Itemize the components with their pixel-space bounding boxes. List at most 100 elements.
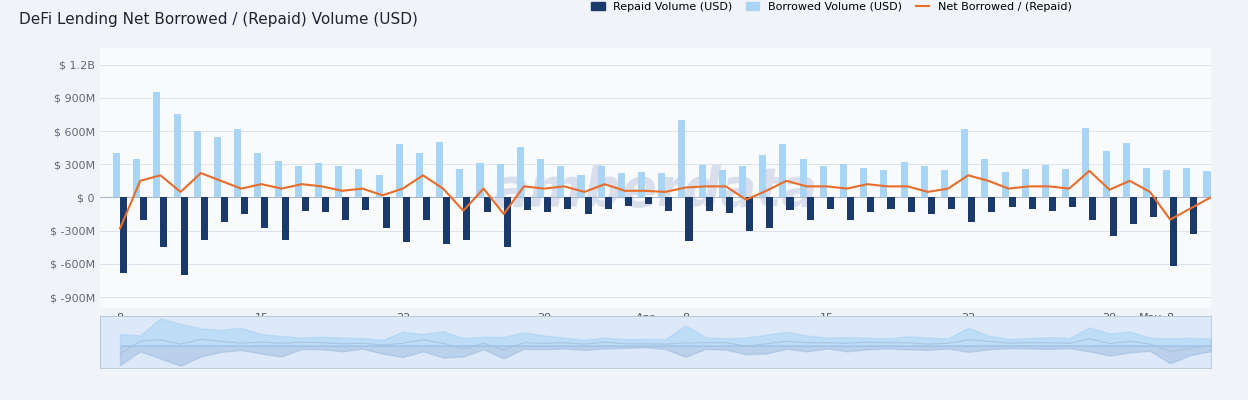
- Text: amberdata: amberdata: [493, 165, 817, 217]
- Bar: [1050, 198, 1056, 211]
- Bar: [1163, 170, 1171, 198]
- Bar: [1149, 198, 1157, 217]
- Bar: [1183, 168, 1191, 198]
- Bar: [1042, 165, 1050, 198]
- Bar: [584, 198, 592, 214]
- Bar: [968, 198, 975, 222]
- Bar: [665, 198, 673, 211]
- Bar: [981, 159, 988, 198]
- Net Borrowed / (Repaid): [1102, 187, 1117, 192]
- Net Borrowed / (Repaid): [1082, 168, 1097, 173]
- Bar: [1090, 198, 1097, 220]
- Bar: [396, 144, 403, 198]
- Bar: [134, 159, 140, 198]
- Bar: [759, 155, 766, 198]
- Bar: [578, 175, 584, 198]
- Net Borrowed / (Repaid): [1203, 195, 1218, 200]
- Bar: [356, 169, 362, 198]
- Bar: [1123, 143, 1129, 198]
- Bar: [213, 136, 221, 198]
- Bar: [1070, 198, 1076, 208]
- Bar: [786, 198, 794, 210]
- Bar: [598, 166, 605, 198]
- Bar: [638, 172, 645, 198]
- Bar: [1008, 198, 1016, 208]
- Bar: [524, 198, 530, 210]
- Bar: [443, 198, 451, 244]
- Bar: [726, 198, 733, 213]
- Bar: [901, 162, 907, 198]
- Bar: [806, 198, 814, 220]
- Bar: [201, 198, 208, 240]
- Bar: [907, 198, 915, 212]
- Bar: [1028, 198, 1036, 208]
- Bar: [403, 198, 409, 242]
- Bar: [921, 166, 927, 198]
- Bar: [558, 166, 564, 198]
- Bar: [436, 142, 443, 198]
- Bar: [477, 163, 483, 198]
- Net Borrowed / (Repaid): [233, 186, 248, 191]
- Line: Net Borrowed / (Repaid): Net Borrowed / (Repaid): [120, 171, 1211, 228]
- Bar: [847, 198, 854, 220]
- Bar: [658, 173, 665, 198]
- Bar: [463, 198, 470, 240]
- Bar: [645, 198, 653, 204]
- Bar: [766, 198, 774, 228]
- Bar: [114, 153, 120, 198]
- Bar: [927, 198, 935, 214]
- Bar: [988, 198, 996, 212]
- Bar: [961, 129, 968, 198]
- Bar: [820, 166, 827, 198]
- Bar: [1102, 151, 1109, 198]
- Bar: [295, 166, 302, 198]
- Bar: [1191, 198, 1197, 234]
- Bar: [618, 173, 625, 198]
- Bar: [140, 198, 147, 220]
- Bar: [416, 153, 423, 198]
- Bar: [1129, 198, 1137, 224]
- Bar: [322, 198, 329, 212]
- Legend: Repaid Volume (USD), Borrowed Volume (USD), Net Borrowed / (Repaid): Repaid Volume (USD), Borrowed Volume (US…: [592, 2, 1072, 12]
- Bar: [1062, 169, 1070, 198]
- Text: DeFi Lending Net Borrowed / (Repaid) Volume (USD): DeFi Lending Net Borrowed / (Repaid) Vol…: [19, 12, 418, 27]
- Bar: [342, 198, 349, 220]
- Bar: [261, 198, 268, 228]
- Bar: [235, 129, 241, 198]
- Bar: [1002, 172, 1008, 198]
- Bar: [221, 198, 228, 222]
- Bar: [544, 198, 552, 212]
- Bar: [1143, 168, 1149, 198]
- Net Borrowed / (Repaid): [517, 184, 532, 189]
- Bar: [887, 198, 895, 208]
- Bar: [336, 166, 342, 198]
- Bar: [780, 144, 786, 198]
- Bar: [161, 198, 167, 247]
- Bar: [1022, 169, 1028, 198]
- Bar: [483, 198, 490, 212]
- Bar: [679, 120, 685, 198]
- Bar: [699, 165, 705, 198]
- Bar: [181, 198, 187, 275]
- Bar: [457, 169, 463, 198]
- Bar: [739, 166, 746, 198]
- Bar: [746, 198, 753, 231]
- Bar: [1171, 198, 1177, 266]
- Net Borrowed / (Repaid): [376, 193, 391, 198]
- Bar: [860, 168, 867, 198]
- Net Borrowed / (Repaid): [112, 226, 127, 231]
- Bar: [241, 198, 248, 214]
- Bar: [282, 198, 288, 240]
- Bar: [255, 153, 261, 198]
- Bar: [504, 198, 510, 247]
- Bar: [840, 164, 847, 198]
- Bar: [1203, 171, 1211, 198]
- Net Borrowed / (Repaid): [1183, 206, 1198, 211]
- Bar: [120, 198, 127, 273]
- Bar: [537, 159, 544, 198]
- Bar: [1109, 198, 1117, 236]
- Bar: [625, 198, 631, 206]
- Bar: [941, 170, 948, 198]
- Bar: [275, 161, 282, 198]
- Bar: [423, 198, 431, 220]
